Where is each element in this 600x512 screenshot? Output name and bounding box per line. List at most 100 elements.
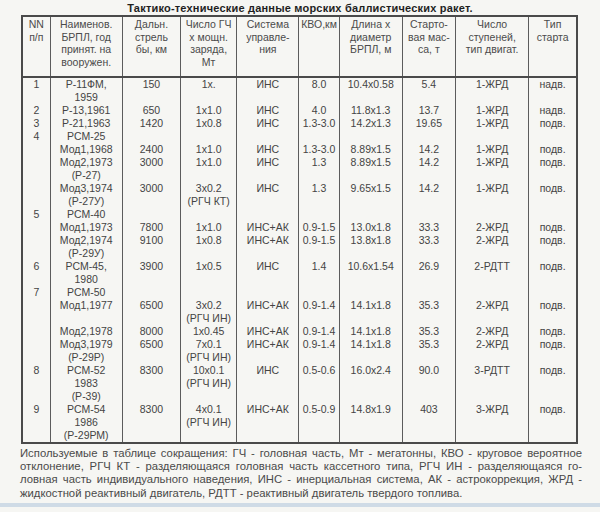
- table-cell: Мод1,1973: [50, 221, 122, 234]
- table-cell: 2-ЖРД: [456, 234, 529, 247]
- column-header: КВО,км: [299, 16, 339, 77]
- table-cell: (РГЧ ИН): [181, 416, 237, 429]
- table-cell: ИНС+АК: [237, 234, 299, 247]
- table-cell: 650: [122, 104, 180, 117]
- table-cell: Мод2,1978: [50, 325, 122, 338]
- table-cell: [237, 312, 299, 325]
- table-cell: 14.1х1.8: [339, 338, 402, 351]
- table-cell: РСМ-40: [50, 208, 122, 221]
- table-cell: [456, 91, 529, 104]
- table-row: 1983(РГЧ ИН): [22, 377, 577, 390]
- table-cell: [181, 390, 237, 403]
- table-cell: ИНС: [237, 364, 299, 377]
- table-cell: [402, 169, 455, 182]
- table-cell: [339, 273, 402, 286]
- table-cell: РСМ-52: [50, 364, 122, 377]
- table-cell: [22, 351, 50, 364]
- table-cell: [299, 429, 339, 443]
- table-cell: [181, 429, 237, 443]
- table-cell: 3900: [122, 260, 180, 273]
- table-cell: [339, 351, 402, 364]
- table-cell: [456, 195, 529, 208]
- column-header: Числоступеней,тип двигат.: [456, 16, 529, 77]
- table-cell: 1983: [50, 377, 122, 390]
- table-row: Мод3,197965007х0.1ИНС+АК0.9-1.414.1х1.83…: [22, 338, 577, 351]
- table-cell: 2-ЖРД: [456, 338, 529, 351]
- table-cell: [339, 377, 402, 390]
- table-cell: 1х1.0: [181, 156, 237, 169]
- table-cell: 1х.: [181, 77, 237, 91]
- table-cell: 3-РДТТ: [456, 364, 529, 377]
- table-cell: 3х0.2: [181, 299, 237, 312]
- table-cell: [237, 416, 299, 429]
- table-row: Мод1,196824001х1.0ИНС1.3-3.08.89х1.514.2…: [22, 143, 577, 156]
- table-cell: [22, 338, 50, 351]
- table-cell: 35.3: [402, 325, 455, 338]
- table-cell: Мод3,1974: [50, 182, 122, 195]
- table-cell: [22, 416, 50, 429]
- table-cell: [22, 377, 50, 390]
- table-cell: (Р-27У): [50, 195, 122, 208]
- table-cell: 5.4: [402, 77, 455, 91]
- table-cell: подв.: [529, 338, 577, 351]
- table-cell: 14.1х1.8: [339, 325, 402, 338]
- table-cell: [237, 377, 299, 390]
- table-cell: [122, 247, 180, 260]
- table-cell: [339, 208, 402, 221]
- table-cell: [237, 273, 299, 286]
- table-cell: [339, 195, 402, 208]
- table-cell: [22, 182, 50, 195]
- table-row: 5РСМ-40: [22, 208, 577, 221]
- column-header: Наименов.БРПЛ, годпринят. навооружен.: [50, 16, 122, 77]
- table-cell: 1-ЖРД: [456, 156, 529, 169]
- abbreviations-note: Используемые в таблице сокращения: ГЧ - …: [20, 447, 582, 500]
- table-cell: [339, 91, 402, 104]
- table-cell: 8300: [122, 403, 180, 416]
- table-cell: [339, 416, 402, 429]
- table-cell: ИНС+АК: [237, 299, 299, 312]
- table-cell: 4.0: [299, 104, 339, 117]
- table-cell: подв.: [529, 234, 577, 247]
- table-cell: 1959: [50, 91, 122, 104]
- table-cell: 7х0.1: [181, 338, 237, 351]
- table-cell: [456, 429, 529, 443]
- table-cell: [299, 247, 339, 260]
- table-row: 3Р-21,196314201х0.8ИНС1.3-3.014.2х1.319.…: [22, 117, 577, 130]
- table-cell: Мод3,1979: [50, 338, 122, 351]
- table-cell: подв.: [529, 403, 577, 416]
- table-cell: 1х0.45: [181, 325, 237, 338]
- table-row: 8РСМ-52830010х0.1ИНС0.5-0.616.0х2.490.03…: [22, 364, 577, 377]
- table-cell: 10х0.1: [181, 364, 237, 377]
- table-cell: [339, 130, 402, 143]
- table-cell: [529, 390, 577, 403]
- table-cell: [402, 312, 455, 325]
- table-cell: [122, 169, 180, 182]
- table-cell: РСМ-50: [50, 286, 122, 299]
- table-cell: 8.89х1.5: [339, 156, 402, 169]
- table-cell: [456, 351, 529, 364]
- table-cell: [456, 416, 529, 429]
- table-cell: (Р-29У): [50, 247, 122, 260]
- table-cell: 1-ЖРД: [456, 182, 529, 195]
- table-cell: подв.: [529, 117, 577, 130]
- table-row: 2Р-13,19616501х1.0ИНС4.011.8х1.313.71-ЖР…: [22, 104, 577, 117]
- table-cell: [299, 351, 339, 364]
- table-cell: [122, 91, 180, 104]
- table-cell: [22, 195, 50, 208]
- table-row: (Р-29РМ): [22, 429, 577, 443]
- table-cell: [22, 143, 50, 156]
- table-cell: [299, 286, 339, 299]
- table-cell: [339, 286, 402, 299]
- table-cell: [402, 195, 455, 208]
- table-cell: [402, 429, 455, 443]
- table-cell: надв.: [529, 77, 577, 91]
- table-row: Мод3,197430003х0.2ИНС1.39.65х1.514.21-ЖР…: [22, 182, 577, 195]
- table-cell: [456, 312, 529, 325]
- table-cell: [402, 130, 455, 143]
- table-cell: [181, 91, 237, 104]
- table-cell: 1х0.5: [181, 260, 237, 273]
- table-cell: [22, 156, 50, 169]
- table-cell: 0.9-1.5: [299, 221, 339, 234]
- table-cell: 1986: [50, 416, 122, 429]
- column-header: Число ГЧх мощн.заряда,Мт: [181, 16, 237, 77]
